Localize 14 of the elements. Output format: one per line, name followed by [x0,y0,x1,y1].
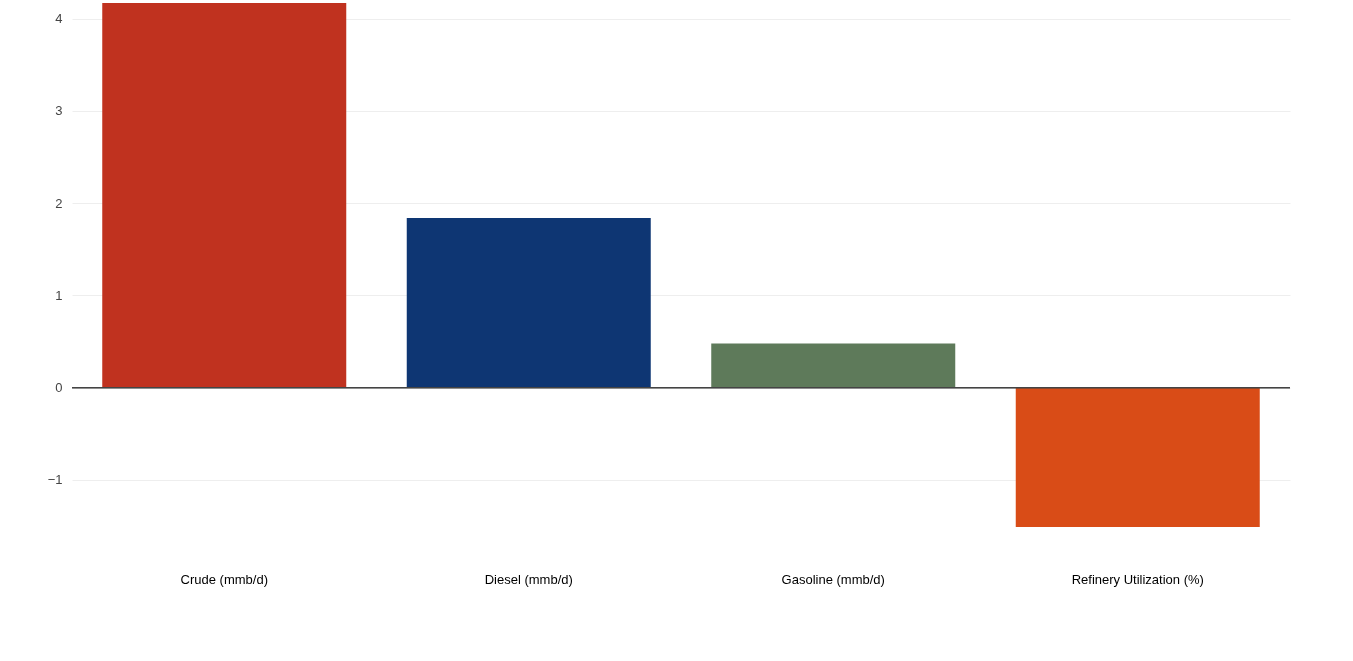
bar [102,3,347,388]
y-tick-label: −1 [47,472,63,488]
y-tick-label: 2 [55,195,63,211]
y-tick-label: 4 [55,11,63,27]
bar [406,217,651,388]
x-tick-label: Crude (mmb/d) [180,571,268,587]
x-tick-label: Diesel (mmb/d) [484,571,573,587]
x-tick-label: Gasoline (mmb/d) [781,571,885,587]
y-tick-label: 3 [55,103,63,119]
y-tick-label: 1 [55,287,63,303]
y-tick-label: 0 [55,380,63,396]
bar [711,343,956,388]
x-tick-label: Refinery Utilization (%) [1071,571,1204,587]
bar [1015,387,1260,527]
